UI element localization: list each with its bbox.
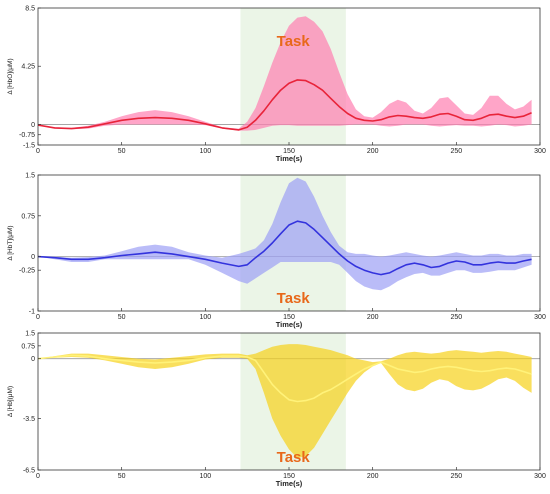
y-tick-label: 0.75 [21,343,35,350]
x-tick-label: 200 [367,473,379,480]
confidence-band-hbo [38,16,532,131]
x-axis-label: Time(s) [276,479,303,488]
mean-line-hbt [37,220,532,276]
y-tick-label: -0.75 [19,132,35,139]
mean-line-hbo [37,79,532,131]
confidence-band-hbt [38,177,532,291]
x-tick-label: 300 [534,473,546,480]
y-axis-label: Δ [HbO](μM) [7,58,14,94]
y-tick-label: -1 [29,309,35,316]
x-tick-label: 250 [450,314,462,321]
y-tick-label: -0.25 [19,268,35,275]
x-tick-label: 200 [367,148,379,155]
x-tick-label: 250 [450,148,462,155]
x-tick-label: 100 [199,314,211,321]
panel-hb: 0 50 100 150 200 250 300 -6.5 -3.5 0 0.75 1.5 Time(s… [7,331,546,489]
y-tick-label: -1.5 [23,143,35,150]
confidence-band-hb [38,344,532,458]
y-tick-label: 8.5 [25,6,35,13]
task-label: Task [277,449,311,466]
x-tick-label: 300 [534,314,546,321]
panel-hbt: 0 50 100 150 200 250 300 -1 -0.25 0 0.75 1.5 Time(s)… [7,173,546,330]
x-axis-label: Time(s) [276,154,303,163]
x-tick-label: 100 [199,473,211,480]
x-tick-label: 100 [199,148,211,155]
x-tick-label: 250 [450,473,462,480]
x-tick-label: 150 [283,148,295,155]
y-axis-label: Δ [HbT](μM) [7,225,14,260]
y-tick-label: -6.5 [23,468,35,475]
panel-hbo: 0 50 100 150 200 250 300 -1.5 -0.75 0 4.25 8.5 Time(… [7,6,546,164]
y-tick-label: -3.5 [23,416,35,423]
task-label: Task [277,290,311,307]
x-tick-label: 300 [534,148,546,155]
x-tick-label: 50 [118,473,126,480]
x-tick-label: 0 [36,148,40,155]
mean-line-hb [37,354,532,403]
x-tick-label: 0 [36,314,40,321]
y-tick-label: 1.5 [25,173,35,180]
y-tick-label: 0 [31,356,35,363]
x-tick-label: 150 [283,473,295,480]
y-tick-label: 0 [31,122,35,129]
x-tick-label: 50 [118,148,126,155]
x-tick-label: 50 [118,314,126,321]
y-tick-label: 0.75 [21,213,35,220]
y-axis-label: Δ [Hb](μM) [7,386,14,417]
y-tick-label: 1.5 [25,331,35,338]
x-tick-label: 200 [367,314,379,321]
x-axis-label: Time(s) [276,320,303,329]
y-tick-label: 0 [31,254,35,261]
y-tick-label: 4.25 [21,64,35,71]
x-tick-label: 150 [283,314,295,321]
task-label: Task [277,33,311,50]
x-tick-label: 0 [36,473,40,480]
